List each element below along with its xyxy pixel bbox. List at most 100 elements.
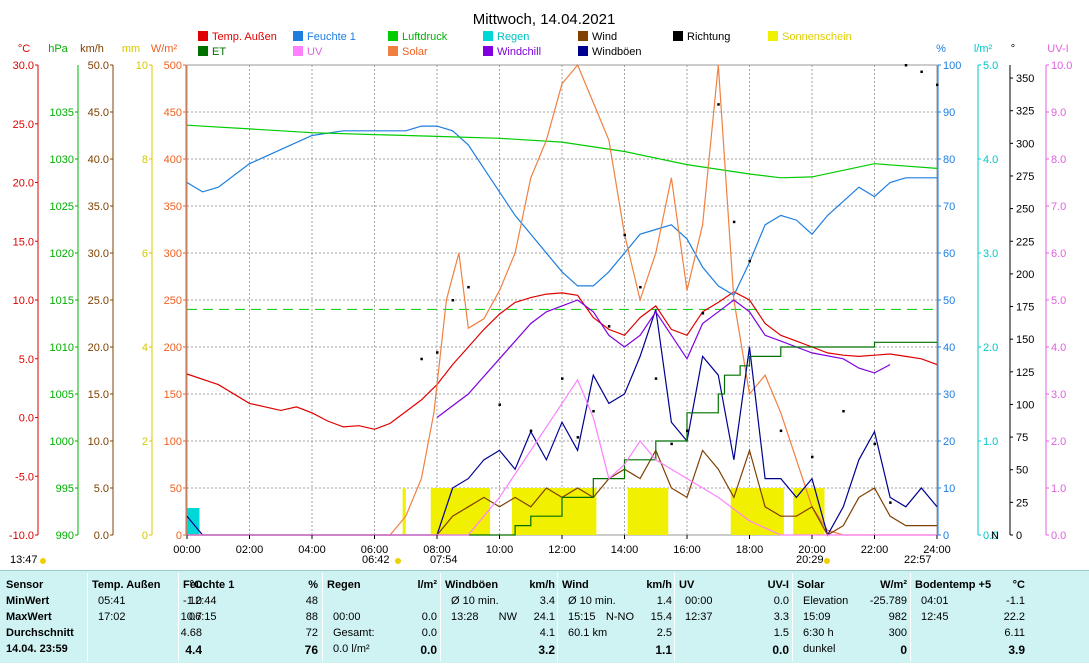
cell-time: 12:44 <box>189 595 217 607</box>
axis-tick-label: 2 <box>142 436 148 448</box>
cell-value: 3.3 <box>773 611 789 623</box>
x-tick-label: 08:00 <box>423 544 451 556</box>
column-header: Feuchte 1 <box>183 579 235 591</box>
cell-direction: N-NO <box>605 611 634 623</box>
axis-tick-label: 0 <box>1016 530 1022 542</box>
axis-tick-label: 25.0 <box>13 119 34 131</box>
axis-tick-label: 500 <box>164 60 182 72</box>
axis-tick-label: 5.0 <box>1051 295 1066 307</box>
cell-value: 1.5 <box>773 627 789 639</box>
direction-point <box>920 70 923 74</box>
axis-tick-label: -10.0 <box>9 530 34 542</box>
column-separator <box>910 573 911 661</box>
axis-tick-label: 25.0 <box>88 295 109 307</box>
axis-tick-label: 4.0 <box>983 154 998 166</box>
axis-tick-label: 100 <box>943 60 961 72</box>
cell-time: Gesamt: <box>333 627 375 639</box>
axis-tick-label: 2.0 <box>1051 436 1066 448</box>
cell-time: 13:28 <box>451 611 479 623</box>
marker-sun-icon <box>40 558 46 564</box>
axis-tick-label: 100 <box>164 436 182 448</box>
axis-tick-label: 40.0 <box>88 154 109 166</box>
axis-unit: ° <box>1011 43 1015 55</box>
axis-tick-label: 5.0 <box>94 483 109 495</box>
cell-time: 12:45 <box>921 611 949 623</box>
series-layer <box>186 63 939 537</box>
legend-label: ET <box>212 46 226 58</box>
axis-tick-label: 0.0 <box>94 530 109 542</box>
row-label-min: MinWert <box>6 595 50 607</box>
weather-chart: Mittwoch, 14.04.2021 Temp. Außen Feuchte … <box>9 11 1073 566</box>
column-separator <box>178 573 179 661</box>
chart-title: Mittwoch, 14.04.2021 <box>473 11 616 28</box>
cell-time: Ø 10 min. <box>568 595 616 607</box>
cell-time: 00:00 <box>333 611 361 623</box>
direction-point <box>561 377 564 380</box>
column-header: Solar <box>797 579 825 591</box>
axis-tick-label: 2.0 <box>983 342 998 354</box>
series-solar <box>187 63 937 536</box>
axis-tick-label: 350 <box>164 201 182 213</box>
legend-label: Windchill <box>497 46 541 58</box>
cell-value: 300 <box>888 627 907 639</box>
cell-current-value: 0 <box>900 643 907 657</box>
axis-tick-label: 50 <box>943 295 955 307</box>
x-tick-label: 22:00 <box>861 544 889 556</box>
axis-tick-label: 125 <box>1016 367 1034 379</box>
x-tick-label: 20:00 <box>798 544 826 556</box>
cell-value: 0.0 <box>773 595 789 607</box>
direction-point <box>576 436 580 439</box>
axis-tick-label: 5.0 <box>19 354 34 366</box>
axis-tick-label: 20 <box>943 436 955 448</box>
column-header: Wind <box>562 579 589 591</box>
axis-unit: hPa <box>48 43 68 55</box>
row-labels: Sensor MinWert MaxWert Durchschnitt 14.0… <box>6 571 86 664</box>
legend-swatch <box>483 46 493 56</box>
axis-tick-label: 1.0 <box>983 436 998 448</box>
cell-current-value: 76 <box>304 643 318 657</box>
column-separator <box>792 573 793 661</box>
series-luftdruck <box>186 124 938 179</box>
cell-time: Elevation <box>803 595 849 607</box>
axis-tick-label: 4 <box>142 342 148 354</box>
axis-tick-label: 10 <box>136 60 148 72</box>
direction-point <box>420 357 423 361</box>
legend-swatch <box>198 46 208 56</box>
axis-tick-label: 100 <box>1016 399 1034 411</box>
legend-label: Luftdruck <box>402 31 448 43</box>
cell-value: -25.789 <box>869 595 907 607</box>
cell-value: 48 <box>305 595 318 607</box>
axis-tick-label: 250 <box>164 295 182 307</box>
axis-tick-label: 8.0 <box>1051 154 1066 166</box>
column-unit: % <box>308 579 318 591</box>
table-column: Feuchte 1% 12:44 48 06:15 88 72 76 <box>183 571 318 664</box>
direction-point <box>670 442 673 446</box>
column-header: UV <box>679 579 695 591</box>
axis-tick-label: 10.0 <box>88 436 109 448</box>
axis-tick-label: 300 <box>164 248 182 260</box>
column-unit: l/m² <box>417 579 437 591</box>
axis-tick-label: 35.0 <box>88 201 109 213</box>
column-header: Windböen <box>445 579 499 591</box>
legend-label: Solar <box>402 46 428 58</box>
axis-tick-label: 40 <box>943 342 955 354</box>
cell-current-value: 0.0 <box>772 643 789 657</box>
axis-tick-label: 350 <box>1016 73 1034 85</box>
axis-unit: UV-I <box>1047 43 1068 55</box>
axis-tick-label: 60 <box>943 248 955 260</box>
cell-value: 1.4 <box>656 595 672 607</box>
cell-time: Ø 10 min. <box>451 595 499 607</box>
direction-point <box>936 83 939 87</box>
time-markers: 13:47 06:42 07:54 20:29 22:57 <box>10 554 932 566</box>
legend-label: Feuchte 1 <box>307 31 356 43</box>
cell-value: 88 <box>305 611 318 623</box>
axis-tick-label: 50 <box>1016 465 1028 477</box>
legend-swatch <box>578 31 588 41</box>
cell-current-label: dunkel <box>803 643 836 655</box>
cell-current-value: 4.4 <box>185 643 202 657</box>
marker-sunset-time: 20:29 <box>796 554 824 566</box>
axis-tick-label: 20.0 <box>88 342 109 354</box>
legend-swatch <box>388 46 398 56</box>
axis-tick-label: 175 <box>1016 302 1034 314</box>
axis-tick-label: 30.0 <box>13 60 34 72</box>
